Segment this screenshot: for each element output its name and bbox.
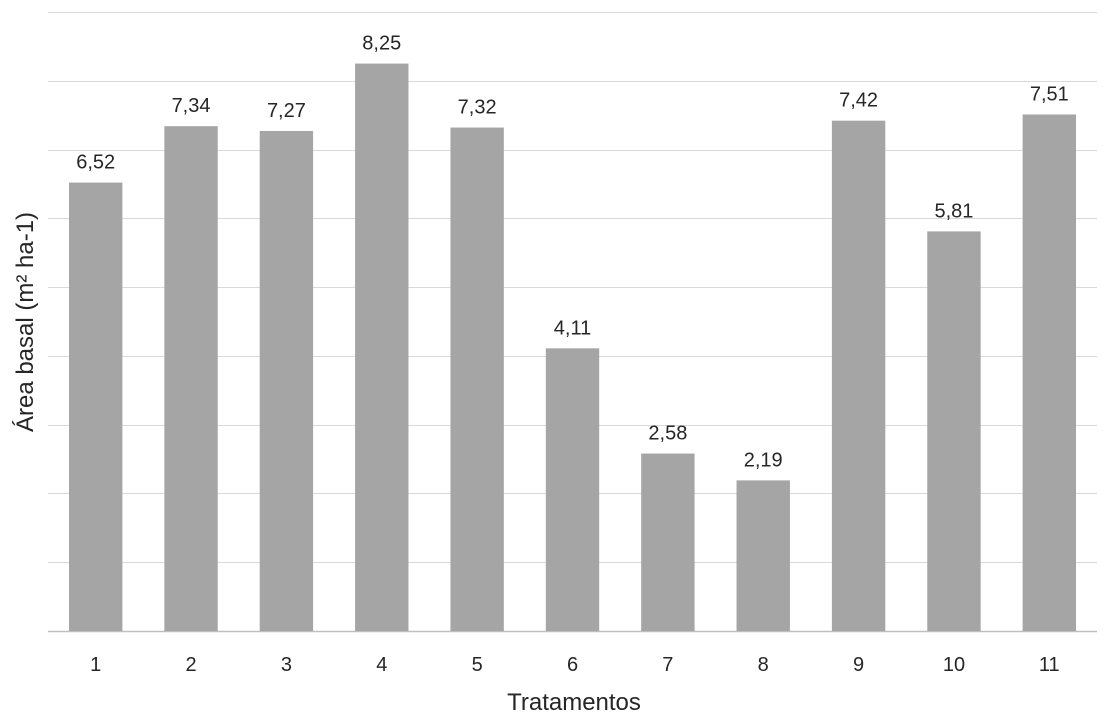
bar-8	[736, 480, 790, 631]
data-label-1: 6,52	[76, 152, 115, 174]
data-label-7: 2,58	[648, 423, 687, 445]
x-tick-label-9: 9	[853, 654, 864, 676]
x-axis-title: Tratamentos	[507, 689, 641, 716]
data-label-10: 5,81	[934, 200, 973, 222]
data-label-2: 7,34	[172, 95, 211, 117]
data-label-4: 8,25	[362, 33, 401, 55]
bar-9	[831, 120, 886, 632]
bar-7	[641, 453, 695, 631]
data-label-3: 7,27	[267, 100, 306, 122]
x-tick-label-1: 1	[90, 654, 101, 676]
x-tick-label-11: 11	[1039, 654, 1060, 676]
bar-1	[68, 182, 123, 631]
data-label-6: 4,11	[554, 317, 591, 339]
x-tick-label-10: 10	[943, 654, 965, 676]
data-label-8: 2,19	[744, 449, 783, 471]
bar-5	[450, 127, 504, 632]
x-tick-label-2: 2	[185, 654, 196, 676]
data-labels: 6,52 7,34 7,27 8,25 7,32 4,11 2,58 2,19 7,42 5,81…	[76, 33, 1069, 472]
bars	[68, 63, 1077, 632]
y-axis-title: Área basal (m² ha-1)	[12, 212, 39, 432]
bar-11	[1022, 114, 1077, 632]
data-label-5: 7,32	[458, 97, 497, 119]
x-tick-label-7: 7	[662, 654, 673, 676]
x-tick-labels: 1 2 3 4 5 6 7 8 9 10 11	[90, 654, 1060, 676]
x-tick-label-6: 6	[567, 654, 578, 676]
bar-4	[355, 63, 409, 632]
data-label-9: 7,42	[839, 90, 878, 112]
x-tick-label-8: 8	[758, 654, 769, 676]
data-label-11: 7,51	[1030, 83, 1069, 105]
x-tick-label-3: 3	[281, 654, 292, 676]
bar-2	[164, 126, 218, 631]
bar-3	[259, 130, 314, 632]
x-tick-label-5: 5	[472, 654, 483, 676]
bar-6	[545, 348, 600, 631]
bar-10	[927, 231, 981, 631]
x-tick-label-4: 4	[376, 654, 387, 676]
